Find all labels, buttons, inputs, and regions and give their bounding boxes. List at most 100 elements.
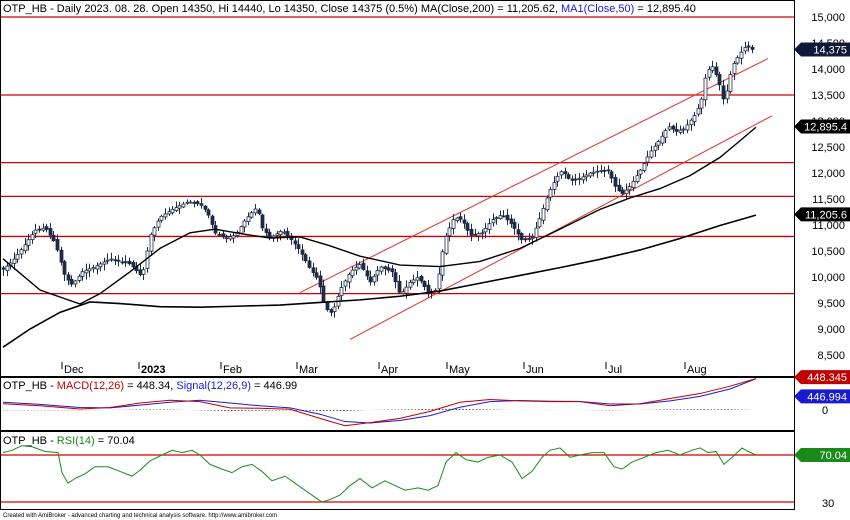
candle-body	[717, 73, 722, 86]
candle-body	[80, 271, 85, 277]
macd-badge	[794, 370, 850, 385]
macd-badge-label: 448.345	[807, 372, 847, 384]
candle-body	[98, 263, 103, 268]
price-panel-frame	[0, 0, 795, 377]
candle-body	[469, 228, 474, 236]
candle-body	[347, 273, 352, 283]
candle-body	[332, 306, 337, 313]
ma50-line	[2, 126, 757, 305]
candle-body	[23, 244, 28, 252]
candle-body	[728, 74, 733, 92]
candle-body	[390, 268, 395, 273]
candle-body	[383, 266, 388, 269]
candle-body	[505, 214, 510, 221]
channel-lower-line	[349, 115, 773, 340]
candle-body	[642, 163, 647, 171]
ma50-badge-label: 12,895.4	[804, 121, 847, 133]
candle-body	[242, 220, 247, 228]
candle-body	[66, 274, 71, 281]
candle-body	[120, 261, 125, 264]
price-y-tick: 10,500	[811, 246, 845, 258]
candle-body	[548, 189, 553, 198]
candle-body	[282, 231, 287, 234]
candle-body	[581, 176, 586, 181]
signal-badge	[794, 389, 850, 404]
candle-body	[311, 267, 316, 273]
candle-body	[26, 239, 31, 246]
candle-body	[321, 285, 326, 303]
candle-body	[397, 280, 402, 293]
candle-body	[570, 178, 575, 181]
ma200-badge	[794, 207, 850, 222]
ma200-line	[2, 214, 757, 348]
candle-body	[408, 282, 413, 288]
candle-body	[746, 45, 751, 48]
candle-body	[73, 280, 78, 285]
macd-line	[2, 378, 757, 427]
candle-body	[703, 77, 708, 101]
candle-body	[494, 217, 499, 220]
candle-body	[519, 232, 524, 241]
price-y-tick: 15,000	[811, 12, 845, 24]
candle-body	[253, 208, 258, 214]
candle-body	[249, 212, 254, 218]
price-x-tick: Jun	[526, 364, 544, 376]
candle-body	[293, 240, 298, 245]
candle-body	[329, 309, 334, 313]
candle-body	[203, 205, 208, 210]
candle-body	[221, 233, 226, 238]
candle-body	[609, 171, 614, 179]
candle-body	[206, 209, 211, 216]
candle-body	[177, 205, 182, 209]
candle-body	[325, 302, 330, 311]
candle-body	[617, 184, 622, 192]
candle-body	[685, 124, 690, 131]
candle-body	[635, 175, 640, 183]
candle-body	[620, 189, 625, 195]
candle-body	[131, 262, 136, 268]
candle-body	[30, 234, 35, 240]
price-y-tick: 8,500	[817, 350, 845, 362]
candle-body	[15, 253, 20, 260]
candle-body	[163, 213, 168, 218]
candle-body	[451, 219, 456, 229]
candle-body	[588, 172, 593, 177]
candle-body	[113, 259, 118, 262]
candle-body	[624, 189, 629, 195]
candle-body	[602, 169, 607, 172]
candle-body	[167, 211, 172, 215]
candle-body	[1, 267, 6, 270]
footer-credit: Created with AmiBroker - advanced charti…	[3, 513, 277, 519]
candle-body	[721, 85, 726, 100]
candle-body	[516, 229, 521, 235]
candle-body	[12, 258, 17, 264]
candle-body	[653, 145, 658, 151]
candle-body	[170, 208, 175, 214]
candle-body	[591, 171, 596, 174]
candle-body	[491, 219, 496, 224]
price-x-tick: Jul	[608, 364, 622, 376]
candle-body	[116, 259, 121, 262]
price-x-tick: Dec	[64, 364, 84, 376]
ma50-badge	[794, 119, 850, 134]
candle-body	[357, 264, 362, 269]
candle-body	[188, 201, 193, 204]
candle-body	[645, 156, 650, 163]
candle-body	[455, 217, 460, 221]
price-y-tick: 13,500	[811, 90, 845, 102]
candle-body	[303, 254, 308, 262]
candle-body	[660, 135, 665, 144]
candle-body	[41, 227, 46, 231]
candle-body	[354, 266, 359, 271]
candle-body	[19, 249, 24, 255]
candle-body	[473, 233, 478, 236]
candle-body	[231, 235, 236, 239]
candle-body	[559, 171, 564, 176]
price-y-tick: 14,000	[811, 64, 845, 76]
candle-body	[483, 227, 488, 233]
candle-body	[750, 46, 755, 50]
candle-body	[627, 186, 632, 191]
candle-body	[678, 129, 683, 133]
candle-body	[613, 177, 618, 187]
candle-body	[375, 270, 380, 276]
